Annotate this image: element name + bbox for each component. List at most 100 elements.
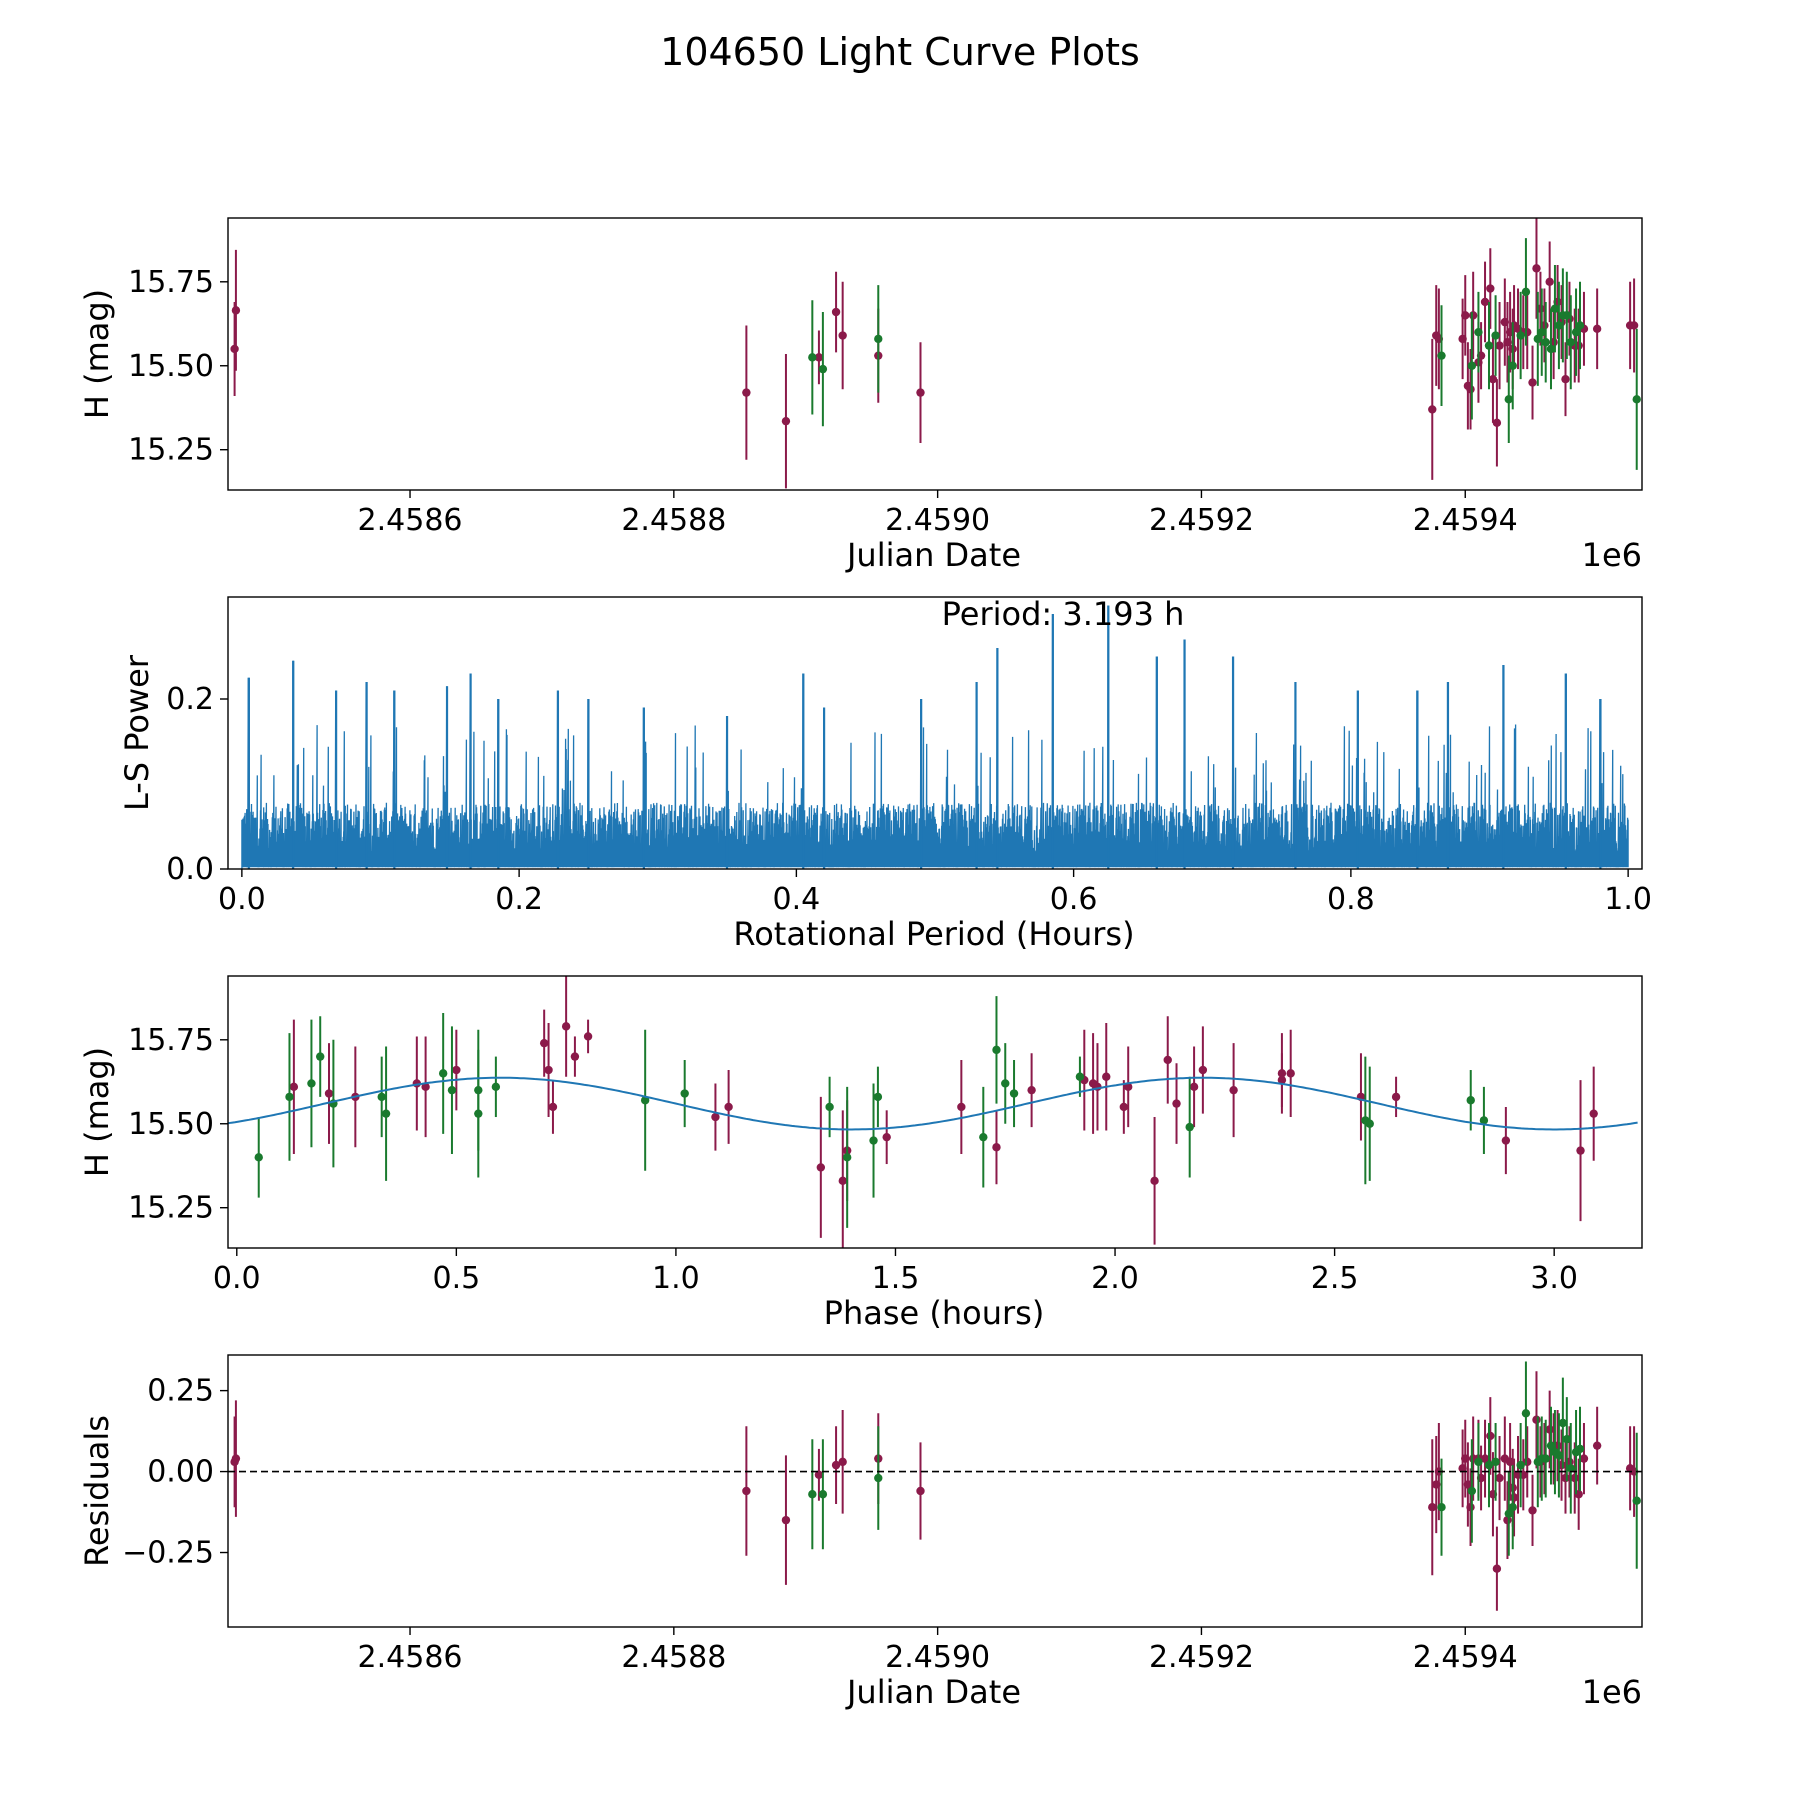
phase-point-green [447, 1085, 457, 1095]
resid-point-green [818, 1490, 828, 1499]
resid-point-maroon [781, 1515, 791, 1525]
resid-ytick-label: −0.25 [122, 1536, 214, 1571]
phase-point-maroon [838, 1176, 847, 1186]
panel-lc: 2.4586 2.4588 2.4590 2.4592 2.4594 15.25 15.50… [78, 217, 1643, 574]
lc-point-maroon [1480, 297, 1490, 307]
phase-point-green [1479, 1116, 1489, 1125]
phase-point-maroon [711, 1112, 720, 1122]
phase-point-green [438, 1069, 448, 1078]
lc-point-green [1537, 327, 1546, 337]
lc-point-green [1491, 331, 1500, 340]
lc-point-maroon [1528, 378, 1537, 387]
resid-point-maroon [1486, 1431, 1495, 1441]
ls-ylabel: L-S Power [118, 654, 156, 811]
resid-ytick-label: 0.00 [147, 1455, 214, 1490]
resid-point-green [1562, 1434, 1572, 1444]
resid-xtick-label: 2.4594 [1413, 1640, 1518, 1675]
lc-xtick-label: 2.4594 [1413, 503, 1518, 538]
resid-point-maroon [1561, 1473, 1570, 1483]
ls-xtick-label: 0.4 [773, 882, 821, 917]
phase-axes-frame [227, 975, 1643, 1249]
lc-point-maroon [1486, 284, 1495, 293]
phase-point-green [869, 1136, 878, 1145]
phase-point-green [1466, 1096, 1475, 1105]
phase-point-maroon [570, 1052, 580, 1061]
phase-point-green [491, 1082, 501, 1092]
phase-point-maroon [1576, 1146, 1585, 1155]
panel-ls: 0.0 0.2 0.4 0.6 0.8 1.0 0.0 0.2 Rotational Perio… [118, 595, 1652, 953]
ls-xlabel: Rotational Period (Hours) [733, 915, 1134, 953]
resid-point-green [1521, 1409, 1531, 1418]
lc-point-green [1562, 311, 1572, 320]
resid-point-green [1484, 1460, 1494, 1470]
resid-ytick-label: 0.25 [147, 1374, 214, 1409]
resid-point-green [874, 1473, 883, 1483]
lc-point-green [1632, 395, 1641, 404]
phase-xtick-label: 2.0 [1091, 1261, 1139, 1296]
phase-point-maroon [548, 1102, 558, 1112]
phase-ytick-label: 15.25 [128, 1191, 214, 1226]
phase-point-maroon [1150, 1176, 1159, 1186]
phase-xlabel: Phase (hours) [824, 1294, 1045, 1332]
lc-point-maroon [1488, 374, 1498, 384]
resid-point-maroon [1509, 1493, 1519, 1502]
phase-point-maroon [816, 1163, 826, 1172]
phase-point-green [1075, 1072, 1085, 1081]
lc-point-maroon [781, 416, 791, 426]
resid-point-green [1508, 1502, 1517, 1512]
ls-xtick-label: 0.8 [1327, 882, 1375, 917]
lc-ylabel: H (mag) [78, 289, 116, 419]
panels: 2.4586 2.4588 2.4590 2.4592 2.4594 15.25 15.50… [78, 217, 1652, 1711]
phase-point-green [680, 1089, 689, 1098]
lc-point-green [1508, 361, 1517, 370]
lc-offset-label: 1e6 [1582, 536, 1642, 574]
phase-point-green [1009, 1089, 1019, 1098]
resid-point-green [1437, 1502, 1446, 1512]
lc-point-green [874, 334, 883, 344]
lc-point-green [1533, 334, 1542, 344]
ls-data [241, 605, 1629, 869]
resid-point-green [1541, 1454, 1550, 1463]
ls-axes-frame [227, 596, 1643, 870]
resid-point-maroon [1495, 1473, 1504, 1483]
lc-ytick-label: 15.75 [128, 265, 214, 300]
resid-point-green [1554, 1451, 1564, 1460]
phase-point-maroon [992, 1143, 1001, 1152]
lc-xtick-label: 2.4590 [885, 503, 990, 538]
lc-ytick-label: 15.25 [128, 433, 214, 468]
lc-point-maroon [1629, 321, 1639, 330]
phase-point-green [377, 1092, 386, 1102]
resid-ylabel: Residuals [78, 1415, 116, 1567]
ls-ytick-label: 0.0 [166, 852, 214, 887]
lc-point-maroon [1545, 277, 1554, 287]
model-fit-line [228, 1076, 1638, 1131]
lc-xtick-label: 2.4586 [358, 503, 463, 538]
lc-point-maroon [1561, 374, 1570, 384]
lc-point-green [1546, 344, 1556, 354]
phase-point-green [1001, 1079, 1010, 1088]
phase-point-green [381, 1109, 391, 1118]
lc-xtick-label: 2.4588 [621, 503, 726, 538]
resid-point-maroon [1570, 1473, 1579, 1483]
phase-point-green [825, 1102, 834, 1112]
resid-point-maroon [1579, 1454, 1589, 1463]
phase-point-maroon [957, 1102, 966, 1112]
resid-point-green [1504, 1509, 1513, 1518]
resid-axes-frame [227, 1354, 1643, 1628]
phase-point-maroon [544, 1065, 553, 1075]
lc-point-maroon [1532, 264, 1541, 273]
phase-point-maroon [583, 1032, 593, 1041]
resid-point-green [808, 1490, 817, 1499]
resid-point-maroon [1466, 1502, 1475, 1512]
lc-point-green [808, 353, 817, 362]
phase-xtick-label: 1.0 [652, 1261, 700, 1296]
lc-point-maroon [1492, 418, 1502, 428]
resid-xtick-label: 2.4590 [885, 1640, 990, 1675]
lc-point-green [1504, 395, 1513, 404]
phase-xtick-label: 3.0 [1530, 1261, 1578, 1296]
resid-point-maroon [916, 1486, 925, 1496]
lc-point-maroon [838, 331, 847, 340]
lc-data [230, 218, 1641, 489]
resid-data [228, 1361, 1642, 1611]
periodogram-line [241, 605, 1629, 869]
